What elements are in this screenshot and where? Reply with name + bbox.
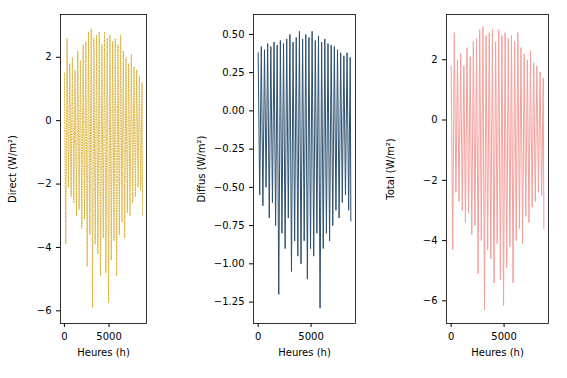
svg-text:0: 0 — [45, 115, 51, 126]
svg-text:−1.25: −1.25 — [214, 296, 245, 307]
svg-text:2: 2 — [431, 54, 437, 65]
svg-text:Total (W/m²): Total (W/m²) — [385, 138, 396, 200]
svg-text:−2: −2 — [37, 178, 52, 189]
svg-text:−1.00: −1.00 — [214, 258, 245, 269]
svg-text:5000: 5000 — [298, 331, 323, 342]
svg-text:0: 0 — [61, 331, 67, 342]
svg-text:2: 2 — [45, 51, 51, 62]
svg-text:Heures (h): Heures (h) — [471, 347, 524, 358]
svg-text:−4: −4 — [37, 242, 52, 253]
svg-text:0.25: 0.25 — [222, 67, 244, 78]
svg-text:0.50: 0.50 — [222, 29, 244, 40]
svg-text:−0.25: −0.25 — [214, 143, 245, 154]
svg-text:−6: −6 — [423, 295, 438, 306]
svg-text:5000: 5000 — [491, 331, 516, 342]
svg-text:5000: 5000 — [96, 331, 121, 342]
svg-text:Diffus (W/m²): Diffus (W/m²) — [196, 135, 207, 202]
svg-text:Heures (h): Heures (h) — [278, 347, 331, 358]
svg-text:Heures (h): Heures (h) — [77, 347, 130, 358]
svg-text:−4: −4 — [423, 235, 438, 246]
svg-text:0: 0 — [448, 331, 454, 342]
svg-text:Direct (W/m²): Direct (W/m²) — [7, 135, 18, 203]
svg-text:−0.50: −0.50 — [214, 182, 245, 193]
svg-text:−2: −2 — [423, 175, 438, 186]
svg-text:−6: −6 — [37, 305, 52, 316]
svg-text:0: 0 — [431, 114, 437, 125]
svg-text:0: 0 — [255, 331, 261, 342]
svg-text:0.00: 0.00 — [222, 105, 244, 116]
svg-text:−0.75: −0.75 — [214, 220, 245, 231]
